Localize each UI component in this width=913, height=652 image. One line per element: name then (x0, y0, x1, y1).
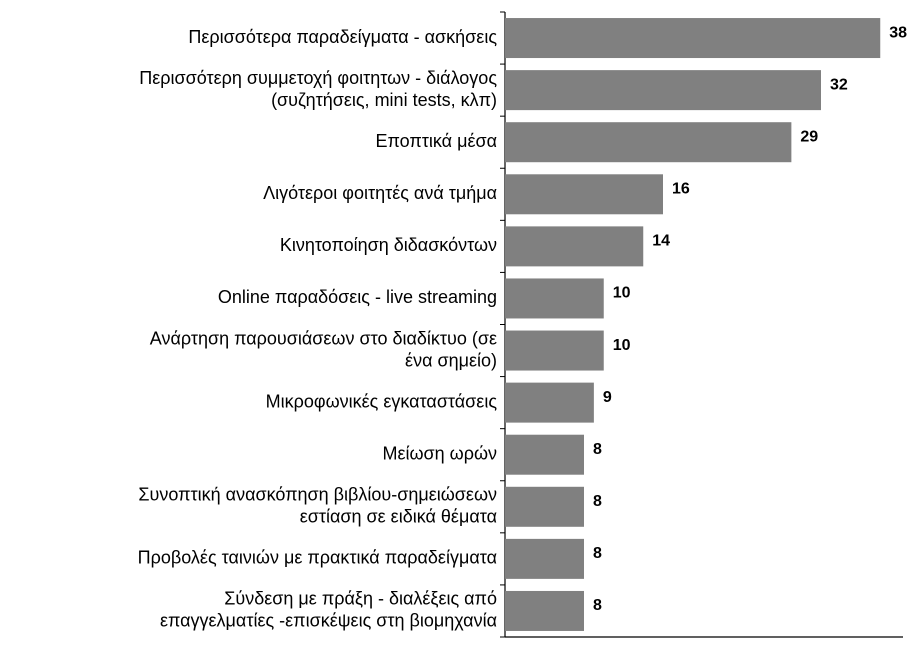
category-label: Ανάρτηση παρουσιάσεων στο διαδίκτυο (σε (150, 328, 497, 348)
category-label: εστίαση σε ειδικά θέματα (300, 507, 497, 527)
data-label: 29 (800, 128, 818, 145)
category-label: Προβολές ταινιών με πρακτικά παραδείγματ… (138, 548, 497, 568)
bar (505, 434, 584, 475)
data-label: 32 (830, 76, 848, 93)
category-label: Μικροφωνικές εγκαταστάσεις (266, 391, 498, 411)
category-label: Εποπτικά μέσα (375, 131, 497, 151)
category-label: ένα σημείο) (405, 350, 497, 370)
bar (505, 538, 584, 579)
category-label: Μείωση ωρών (382, 443, 497, 463)
category-label: επαγγελματίες -επισκέψεις στη βιομηχανία (160, 611, 497, 631)
bar (505, 330, 604, 371)
category-label: (συζητήσεις, mini tests, κλπ) (271, 90, 497, 110)
category-label: Online παραδόσεις - live streaming (218, 287, 497, 307)
bar (505, 18, 881, 59)
bar (505, 226, 644, 267)
category-label: Κινητοποίηση διδασκόντων (280, 235, 497, 255)
bar (505, 590, 584, 631)
bar (505, 70, 821, 111)
data-label: 10 (613, 285, 631, 302)
bar (505, 174, 663, 215)
category-label: Περισσότερα παραδείγματα - ασκήσεις (188, 27, 497, 47)
data-label: 8 (593, 493, 602, 510)
data-label: 8 (593, 545, 602, 562)
data-label: 10 (613, 337, 631, 354)
bar (505, 122, 792, 163)
category-label: Λιγότεροι φοιτητές ανά τμήμα (263, 183, 497, 203)
data-label: 8 (593, 597, 602, 614)
data-label: 38 (889, 24, 907, 41)
category-label: Συνοπτική ανασκόπηση βιβλίου-σημειώσεων (138, 485, 497, 505)
bar (505, 278, 604, 319)
data-label: 14 (652, 233, 670, 250)
bar (505, 382, 594, 423)
data-label: 16 (672, 181, 690, 198)
data-label: 9 (603, 389, 612, 406)
data-label: 8 (593, 441, 602, 458)
bar (505, 486, 584, 527)
category-label: Σύνδεση με πράξη - διαλέξεις από (224, 589, 497, 609)
category-label: Περισσότερη συμμετοχή φοιτητων - διάλογο… (139, 68, 497, 88)
